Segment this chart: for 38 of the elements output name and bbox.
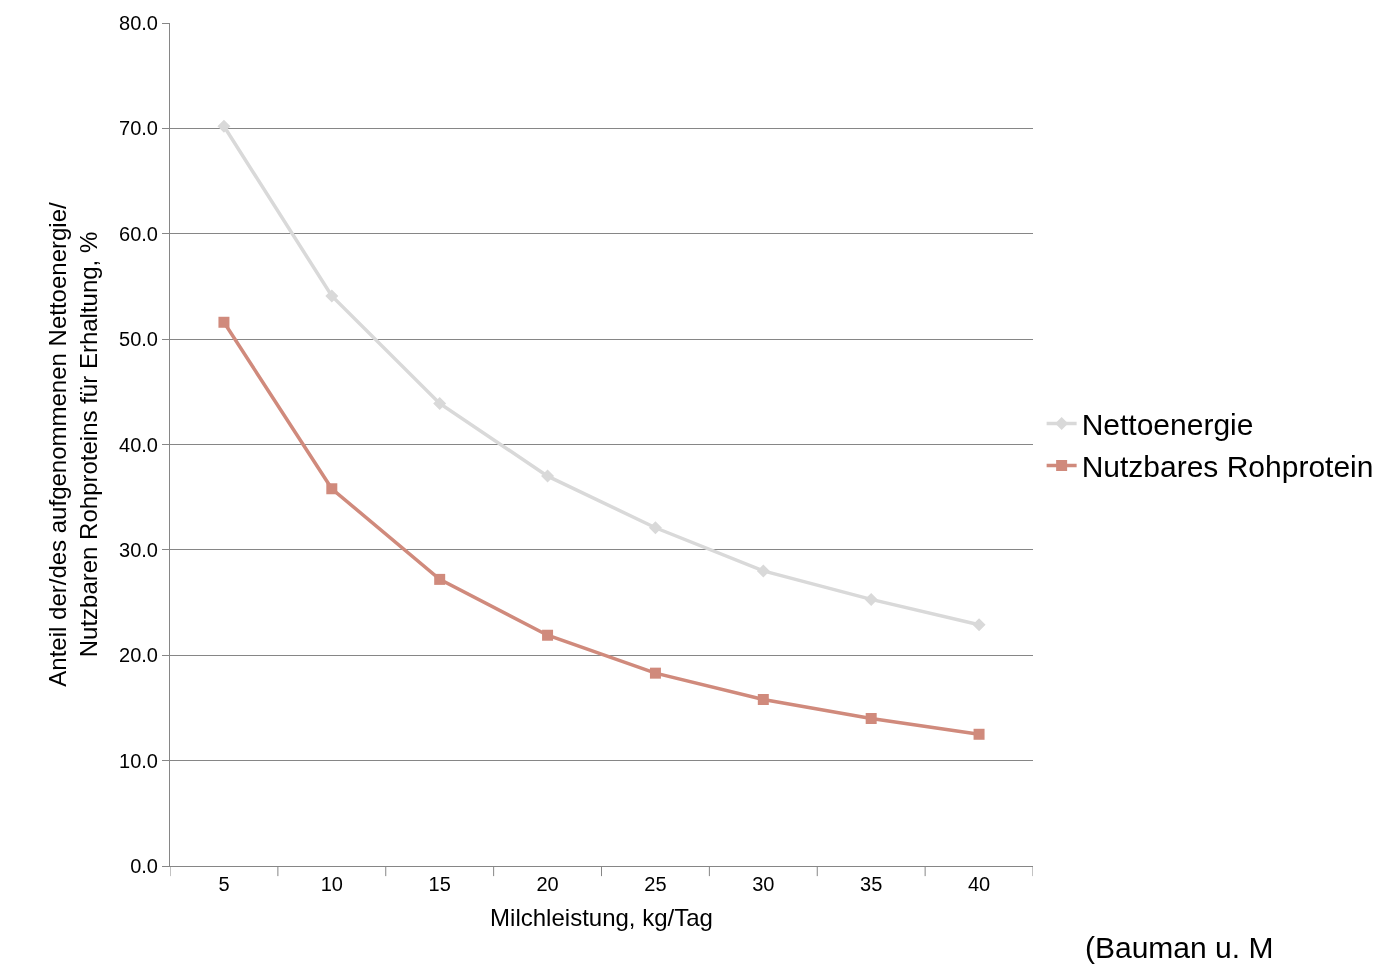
y-tick-label: 20.0 (119, 644, 158, 667)
x-tick-label: 30 (752, 873, 775, 895)
point (756, 564, 770, 578)
y-tick-label: 30.0 (119, 538, 158, 561)
point (433, 396, 447, 410)
y-tick-label: 50.0 (119, 328, 158, 351)
point (541, 469, 555, 483)
y-tick-label: 10.0 (119, 749, 158, 772)
point (757, 694, 769, 706)
y-tick-label: 70.0 (119, 117, 158, 140)
point (326, 483, 338, 495)
legend-label: Nutzbares Rohprotein (1081, 450, 1374, 484)
point (542, 629, 554, 641)
point (218, 316, 230, 328)
point (973, 728, 985, 740)
x-tick-label: 5 (218, 873, 230, 895)
legend-label: Nettoenergie (1081, 408, 1254, 442)
x-tick-label: 40 (967, 873, 991, 895)
y-tick-label: 80.0 (119, 12, 158, 34)
text: (Bauman u. M (1085, 931, 1274, 964)
point (864, 592, 878, 606)
x-tick-label: 20 (536, 873, 559, 895)
y-tick-label: 60.0 (119, 222, 158, 245)
x-axis-title: Milchleistung, kg/Tag (490, 904, 713, 932)
point (434, 573, 446, 585)
point (865, 712, 877, 724)
x-tick-label: 35 (860, 873, 883, 895)
x-tick-label: 25 (644, 873, 667, 895)
point (217, 119, 231, 133)
point (649, 667, 661, 679)
y-tick-label: 40.0 (119, 433, 158, 456)
x-tick-label: 15 (428, 873, 451, 895)
point (325, 289, 339, 303)
y-tick-label: 0.0 (130, 855, 158, 877)
point (648, 521, 662, 535)
point (972, 618, 986, 632)
x-tick-label: 10 (320, 873, 343, 895)
y-axis-title: Anteil der/des aufgenommenen Nettoenergie/ Nutzbaren Rohproteins für Erhaltung, % (43, 202, 103, 687)
